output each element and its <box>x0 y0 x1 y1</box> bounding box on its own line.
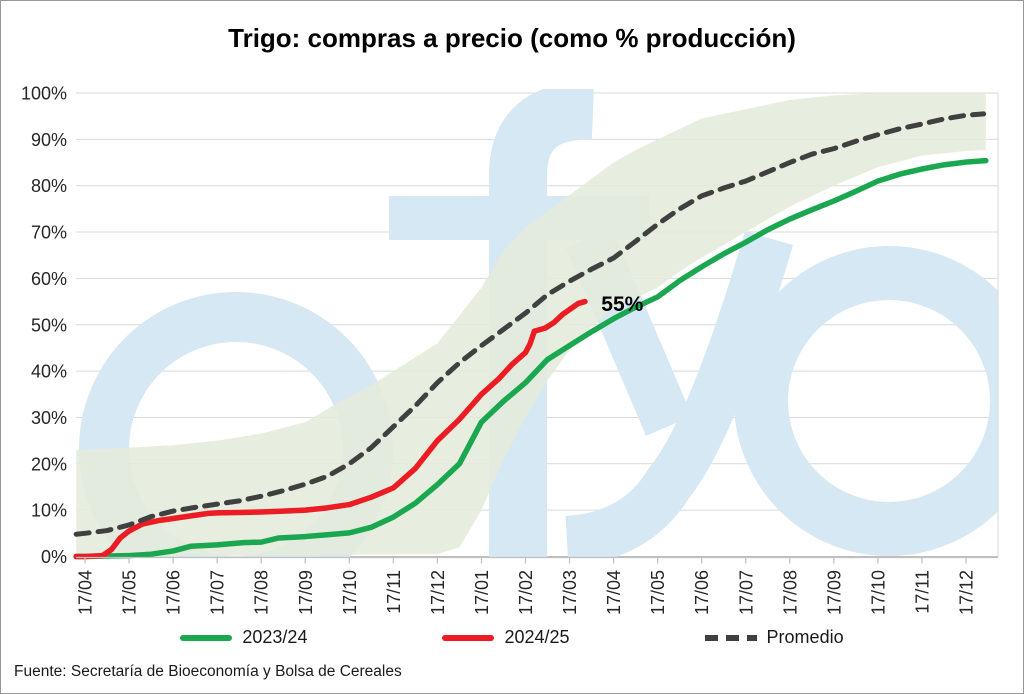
x-axis-tick-label: 17/09 <box>824 570 844 615</box>
x-axis-tick-label: 17/05 <box>648 570 668 615</box>
y-axis-tick-label: 10% <box>31 501 67 521</box>
y-axis-tick-label: 60% <box>31 269 67 289</box>
x-axis-tick-label: 17/04 <box>76 570 96 615</box>
y-axis-tick-label: 30% <box>31 408 67 428</box>
watermark-letter-y-right <box>564 230 793 558</box>
x-axis-tick-label: 17/08 <box>780 570 800 615</box>
x-axis-tick-label: 17/08 <box>252 570 272 615</box>
x-axis-tick-label: 17/11 <box>384 570 404 614</box>
x-axis-tick-label: 17/10 <box>340 570 360 615</box>
legend-item-2023-24: 2023/24 <box>180 627 307 648</box>
legend-marker-promedio <box>704 634 757 641</box>
series-lines <box>73 111 989 560</box>
y-axis-tick-label: 40% <box>31 362 67 382</box>
y-axis-tick-label: 20% <box>31 454 67 474</box>
series-line-Promedio <box>73 111 987 537</box>
y-axis-tick-label: 70% <box>31 223 67 243</box>
y-axis-tick-label: 80% <box>31 176 67 196</box>
y-axis-tick-label: 0% <box>41 547 67 567</box>
x-axis-tick-label: 17/01 <box>472 570 492 615</box>
x-axis-tick-label: 17/11 <box>912 570 932 614</box>
legend: 2023/24 2024/25 Promedio <box>1 627 1023 648</box>
x-axis-tick-label: 17/09 <box>296 570 316 615</box>
legend-item-2024-25: 2024/25 <box>442 627 570 648</box>
min-max-band <box>76 93 986 557</box>
legend-label-2023-24: 2023/24 <box>242 627 308 647</box>
x-axis-tick-label: 17/03 <box>560 570 580 615</box>
x-axis-tick-label: 17/12 <box>957 570 977 615</box>
annotations: 55% <box>601 293 643 316</box>
x-axis-tick-label: 17/06 <box>164 570 184 615</box>
chart-title: Trigo: compras a precio (como % producci… <box>228 23 796 53</box>
x-axis-tick-label: 17/12 <box>428 570 448 615</box>
legend-marker-2024-25 <box>442 634 495 641</box>
x-axis-tick-label: 17/07 <box>208 570 228 615</box>
x-axis-tick-label: 17/05 <box>120 570 140 615</box>
legend-marker-2023-24 <box>180 634 233 641</box>
x-axis-tick-label: 17/07 <box>736 570 756 615</box>
watermark-letter-f <box>489 89 594 558</box>
legend-label-2024-25: 2024/25 <box>504 627 570 647</box>
series-line-2024-25 <box>73 298 588 560</box>
y-axis-tick-label: 100% <box>21 84 67 104</box>
x-axis-tick-label: 17/10 <box>868 570 888 615</box>
series-line-2023-24 <box>73 157 989 560</box>
watermark-letter-o <box>734 246 998 556</box>
y-axis-tick-label: 90% <box>31 130 67 150</box>
legend-label-promedio: Promedio <box>766 627 844 647</box>
x-axis-tick-label: 17/06 <box>692 570 712 615</box>
legend-item-promedio: Promedio <box>704 627 844 648</box>
current-value-annotation: 55% <box>601 293 643 316</box>
x-axis-tick-label: 17/04 <box>604 570 624 615</box>
y-axis-tick-label: 50% <box>31 315 67 335</box>
axes: 0% 10% 20% 30% 40% 50% 60% 70% 80% 90% 100% 17/04 17… <box>21 84 999 615</box>
source-note: Fuente: Secretaría de Bioeconomía y Bols… <box>14 663 402 680</box>
x-axis-tick-label: 17/02 <box>516 570 536 615</box>
range-band <box>76 93 986 557</box>
